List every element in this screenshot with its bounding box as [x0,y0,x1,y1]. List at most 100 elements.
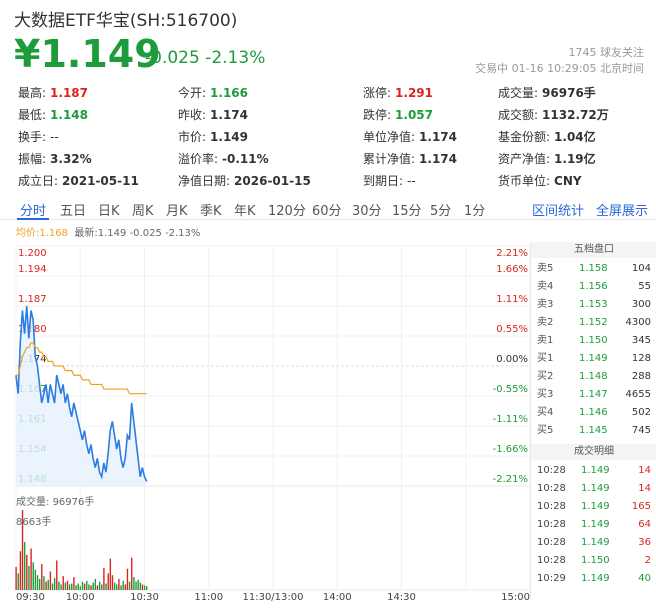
volume-bar [62,576,64,590]
ask-row: 卖5 1.158 104 [531,260,656,278]
volume-bar [81,581,84,590]
x-tick: 14:00 [323,592,352,603]
y-tick-right: 1.66% [496,264,528,275]
volume-bar [141,584,144,590]
book-volume: 104 [631,263,651,274]
ask-row: 卖4 1.156 55 [531,278,656,296]
quote-value: -- [407,174,416,188]
x-tick: 11:30/13:00 [242,592,303,603]
book-level-label: 买3 [537,389,554,400]
quote-cell: 累计净值: 1.174 [363,150,457,167]
intraday-chart[interactable]: 1.2001.1941.1871.1801.1741.1671.1611.154… [0,238,530,610]
quote-value: 3.32% [50,152,92,166]
volume-bar [116,584,118,590]
trade-row: 10:28 1.149 14 [531,462,656,480]
book-volume: 55 [638,281,651,292]
tab-period[interactable]: 季K [200,204,222,219]
book-volume: 4300 [625,317,651,328]
quote-row: 换手: -- 市价: 1.149 单位净值: 1.174 基金份额: 1.04亿 [18,128,648,150]
volume-bar [23,541,26,590]
volume-bar [49,571,52,590]
tab-period[interactable]: 15分 [392,204,422,219]
price-line [15,305,148,482]
quote-value: 2026-01-15 [234,174,311,188]
tab-period[interactable]: 五日 [60,204,87,219]
avg-price-line [16,342,147,395]
volume-bar [21,510,24,590]
x-tick: 11:00 [194,592,223,603]
quote-key: 成交额: [498,108,539,122]
order-book-panel: 五档盘口 卖5 1.158 104 卖4 1.156 55 卖3 1.153 300 卖2 1.152… [530,242,656,598]
volume-bar [38,578,41,590]
volume-bar [53,577,56,590]
trade-time: 10:28 [537,483,566,494]
volume-bar [96,585,99,590]
tab-period[interactable]: 周K [132,204,154,219]
y-tick-left: 1.187 [18,294,47,305]
volume-bar [103,567,105,590]
bid-row: 买4 1.146 502 [531,404,656,422]
volume-bar [101,584,103,590]
volume-max-label: 8663手 [16,517,52,528]
tab-period[interactable]: 分时 [20,204,47,219]
tab-period[interactable]: 1分 [464,204,486,219]
trade-price: 1.149 [581,537,610,548]
tab-period[interactable]: 5分 [430,204,452,219]
quote-value: 1.04亿 [554,130,596,144]
quote-row: 成立日: 2021-05-11 净值日期: 2026-01-15 到期日: -- 货币单位:… [18,172,648,194]
book-volume: 4655 [625,389,651,400]
volume-bar [86,580,88,590]
book-price: 1.147 [579,389,608,400]
volume-bar [60,584,62,590]
x-tick: 10:30 [130,592,159,603]
volume-bar [34,569,37,590]
quote-value: 1132.72万 [542,108,609,122]
quote-key: 振幅: [18,152,47,166]
quote-value: 1.166 [210,86,249,100]
avg-price-label: 均价: [16,228,40,239]
quote-cell: 振幅: 3.32% [18,150,92,167]
volume-bar [73,577,75,590]
quote-cell: 单位净值: 1.174 [363,128,457,145]
volume-bar [30,548,32,590]
quote-cell: 市价: 1.149 [178,128,248,145]
volume-bar [17,573,19,590]
quote-key: 成交量: [498,86,539,100]
order-book-title: 五档盘口 [531,242,656,258]
quote-cell: 净值日期: 2026-01-15 [178,172,311,189]
y-tick-right: -0.55% [493,384,528,395]
latest-label: 最新: [74,228,98,239]
range-stats-link[interactable]: 区间统计 [532,204,585,219]
volume-bar [109,558,112,590]
volume-bar [88,584,90,590]
volume-bar [41,564,43,590]
book-level-label: 卖4 [537,281,554,292]
trade-time: 10:28 [537,465,566,476]
quote-value: 1.174 [419,152,458,166]
trade-volume: 165 [631,501,651,512]
book-volume: 502 [631,407,651,418]
trade-time: 10:28 [537,537,566,548]
tab-period[interactable]: 日K [98,204,120,219]
quote-value: 2021-05-11 [62,174,139,188]
quote-cell: 货币单位: CNY [498,172,582,189]
fullscreen-link[interactable]: 全屏展示 [596,204,649,219]
tab-period[interactable]: 年K [234,204,256,219]
tab-period[interactable]: 60分 [312,204,342,219]
book-level-label: 卖2 [537,317,554,328]
tab-period[interactable]: 30分 [352,204,382,219]
change-percent: -2.13% [205,48,266,68]
tab-period[interactable]: 120分 [268,204,306,219]
book-level-label: 买1 [537,353,554,364]
trade-row: 10:28 1.149 14 [531,480,656,498]
follow-info[interactable]: 1745 球友关注 [569,44,645,60]
book-volume: 345 [631,335,651,346]
trade-volume: 14 [638,465,651,476]
volume-bar [36,575,39,590]
volume-bar [146,586,148,590]
volume-bar [19,551,22,590]
tab-period[interactable]: 月K [166,204,188,219]
trade-price: 1.149 [581,483,610,494]
volume-label: 成交量: 96976手 [16,493,94,508]
volume-bar [71,583,73,590]
